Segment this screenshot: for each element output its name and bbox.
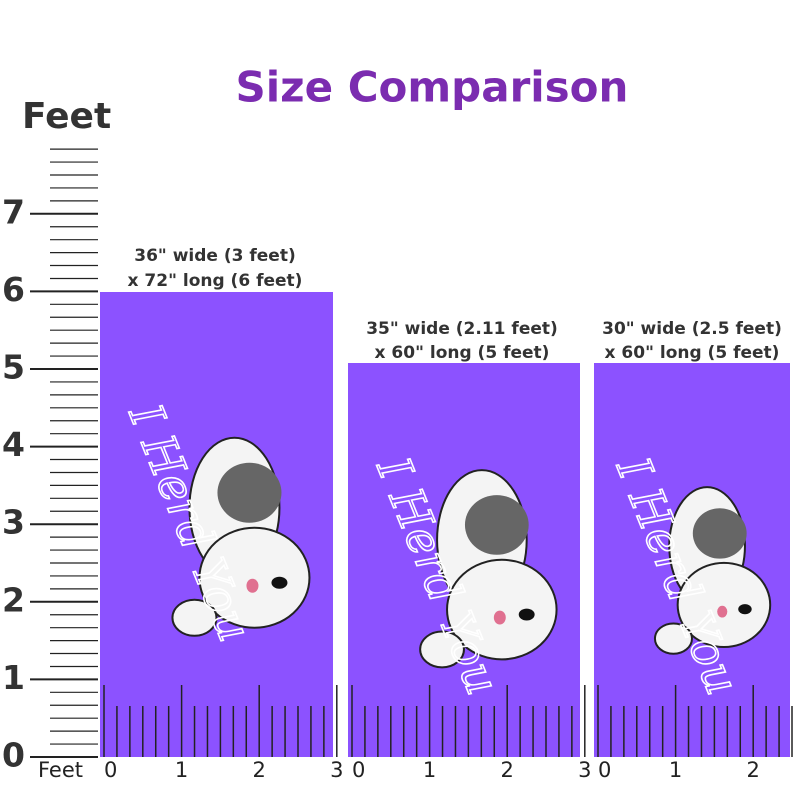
x-label: 0 bbox=[104, 758, 117, 782]
towel-caption: 35" wide (2.11 feet) bbox=[366, 319, 558, 339]
x-label: 2 bbox=[253, 758, 266, 782]
towel-caption: x 60" long (5 feet) bbox=[605, 343, 780, 363]
x-label: 2 bbox=[501, 758, 514, 782]
towels: I Herd You 36" wide (3 feet) x 72" long (6… bbox=[38, 246, 793, 782]
scale-label: 2 bbox=[2, 580, 25, 619]
scale-label: 6 bbox=[2, 270, 25, 309]
dog-head bbox=[198, 526, 311, 629]
x-label: 1 bbox=[423, 758, 436, 782]
x-unit: Feet bbox=[38, 758, 83, 782]
x-label: 1 bbox=[175, 758, 188, 782]
towel-caption: x 72" long (6 feet) bbox=[128, 271, 303, 291]
scale-label: 4 bbox=[2, 425, 25, 464]
dog-head bbox=[446, 558, 558, 661]
dog-patch bbox=[464, 495, 529, 555]
dog-tongue bbox=[717, 605, 728, 618]
scale-label: 5 bbox=[2, 348, 25, 387]
dog-paw bbox=[171, 598, 218, 637]
towel: I Herd You bbox=[100, 292, 338, 757]
towel-caption: 36" wide (3 feet) bbox=[134, 246, 295, 266]
dog-nose bbox=[271, 576, 288, 589]
towel-caption: x 60" long (5 feet) bbox=[375, 343, 550, 363]
towel: I Herd You bbox=[348, 363, 586, 757]
scale-label: 7 bbox=[2, 192, 25, 231]
scale-label: 0 bbox=[2, 736, 25, 775]
x-label: 0 bbox=[598, 758, 611, 782]
x-label: 3 bbox=[578, 758, 591, 782]
scale-label: 1 bbox=[2, 658, 25, 697]
dog-paw bbox=[653, 622, 693, 655]
scale-unit: Feet bbox=[22, 96, 111, 137]
x-label: 0 bbox=[352, 758, 365, 782]
ruler: 0 1 2 3 4 5 6 7 bbox=[2, 148, 98, 775]
title: Size Comparison bbox=[236, 63, 629, 112]
scale-label: 3 bbox=[2, 503, 25, 542]
towel-caption: 30" wide (2.5 feet) bbox=[602, 319, 782, 339]
dog-paw bbox=[419, 630, 465, 669]
dog-nose bbox=[518, 608, 535, 621]
dog-tongue bbox=[246, 578, 259, 593]
x-label: 3 bbox=[330, 758, 343, 782]
dog-head bbox=[676, 561, 772, 648]
x-label: 1 bbox=[669, 758, 682, 782]
dog-nose bbox=[738, 604, 752, 615]
dog-tongue bbox=[493, 610, 506, 625]
dog-patch bbox=[692, 508, 747, 559]
dog-patch bbox=[217, 462, 282, 523]
x-label: 2 bbox=[747, 758, 760, 782]
towel: I Herd You bbox=[594, 363, 793, 757]
